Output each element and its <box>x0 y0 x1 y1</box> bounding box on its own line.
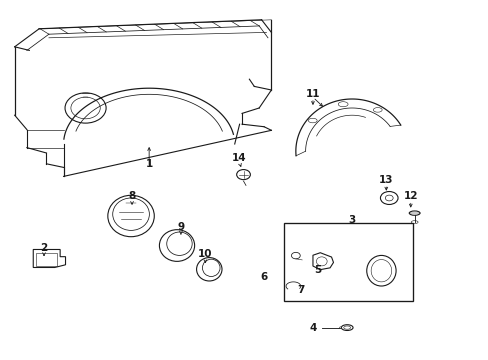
Text: 1: 1 <box>145 159 152 169</box>
Text: 10: 10 <box>198 249 212 259</box>
Bar <box>36 253 57 266</box>
Bar <box>283 223 412 301</box>
Text: 4: 4 <box>308 323 316 333</box>
Text: 9: 9 <box>177 222 184 232</box>
Text: 2: 2 <box>41 243 47 253</box>
Text: 3: 3 <box>348 215 355 225</box>
Text: 14: 14 <box>232 153 246 163</box>
Text: 7: 7 <box>296 285 304 295</box>
Text: 11: 11 <box>305 89 320 99</box>
Text: 6: 6 <box>260 272 267 282</box>
Text: 12: 12 <box>403 191 417 201</box>
Text: 5: 5 <box>314 265 321 275</box>
Text: 8: 8 <box>128 191 135 201</box>
Text: 13: 13 <box>378 175 393 185</box>
